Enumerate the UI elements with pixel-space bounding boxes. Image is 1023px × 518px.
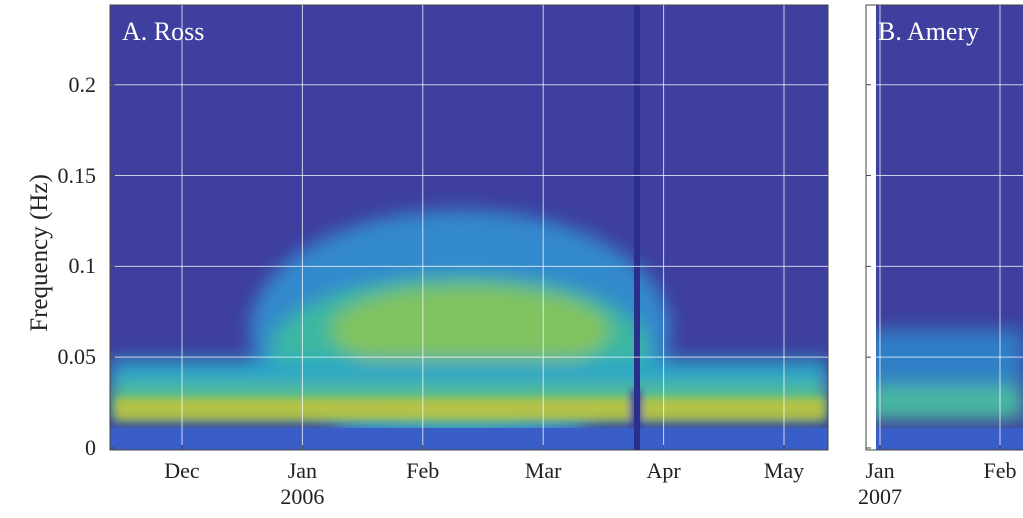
y-tick-label: 0.05	[57, 344, 97, 370]
y-tick-label: 0.15	[57, 162, 97, 188]
y-tick-label: 0.2	[68, 71, 97, 97]
spectrogram-a	[110, 5, 828, 450]
x-tick-label: Mar	[524, 458, 562, 483]
y-tick-label: 0.1	[68, 253, 97, 279]
panel-label: A. Ross	[122, 17, 205, 46]
x-tick-label: Feb	[983, 458, 1017, 483]
panel-label: B. Amery	[878, 17, 980, 46]
plot-frame	[865, 4, 1023, 451]
y-tick-label: 0	[85, 435, 96, 460]
plot-frame	[109, 4, 829, 451]
x-tick-label: Apr	[646, 458, 681, 483]
x-tick-label: Jan 2006	[280, 458, 325, 509]
spectrogram-b	[866, 5, 1023, 450]
x-tick-label: Dec	[164, 458, 200, 483]
y-axis-label: Frequency (Hz)	[26, 174, 53, 332]
x-tick-label: Feb	[406, 458, 440, 483]
x-tick-label: Jan 2007	[858, 458, 902, 509]
x-tick-label: May	[763, 458, 805, 483]
